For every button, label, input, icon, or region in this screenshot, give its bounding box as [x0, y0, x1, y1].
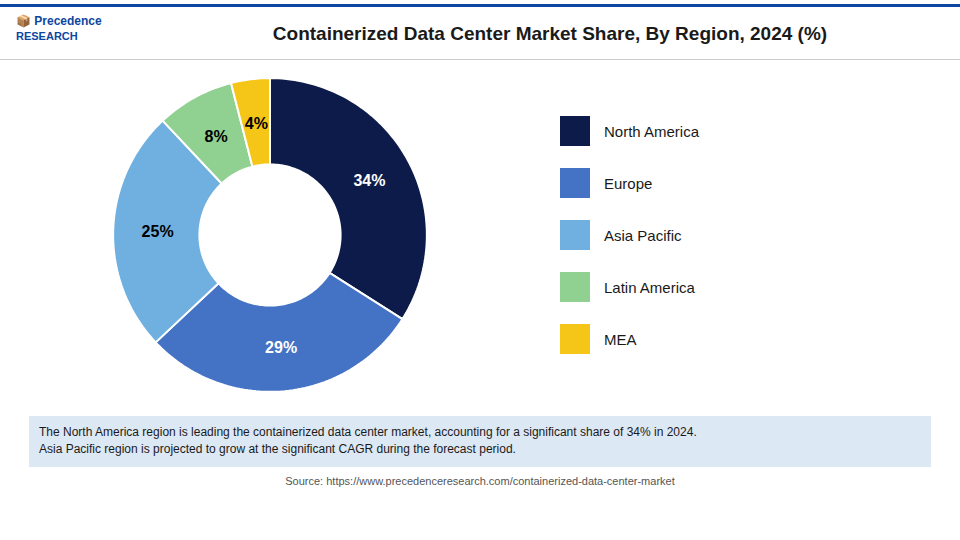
svg-text:8%: 8% — [205, 128, 228, 145]
svg-text:4%: 4% — [245, 115, 268, 132]
html-text:The North America region is le: The North America region is leading the … — [39, 425, 697, 457]
svg-text:34%: 34% — [353, 172, 385, 189]
html-text:📦 Precedence: 📦 Precedence — [16, 14, 102, 28]
html-text:Asia Pacific: Asia Pacific — [604, 226, 682, 244]
svg-text:29%: 29% — [265, 339, 297, 356]
html-text:Europe: Europe — [604, 174, 653, 192]
html-text:RESEARCH: RESEARCH — [16, 30, 78, 43]
html-text:North America: North America — [604, 122, 699, 140]
html-text:Source: https://www.precedence: Source: https://www.precedenceresearch.c… — [285, 474, 675, 487]
svg-text:25%: 25% — [142, 223, 174, 240]
html-text:Containerized Data Center Mark: Containerized Data Center Market Share, … — [272, 23, 828, 44]
html-text:MEA: MEA — [604, 330, 637, 348]
html-text:Latin America: Latin America — [604, 278, 695, 296]
